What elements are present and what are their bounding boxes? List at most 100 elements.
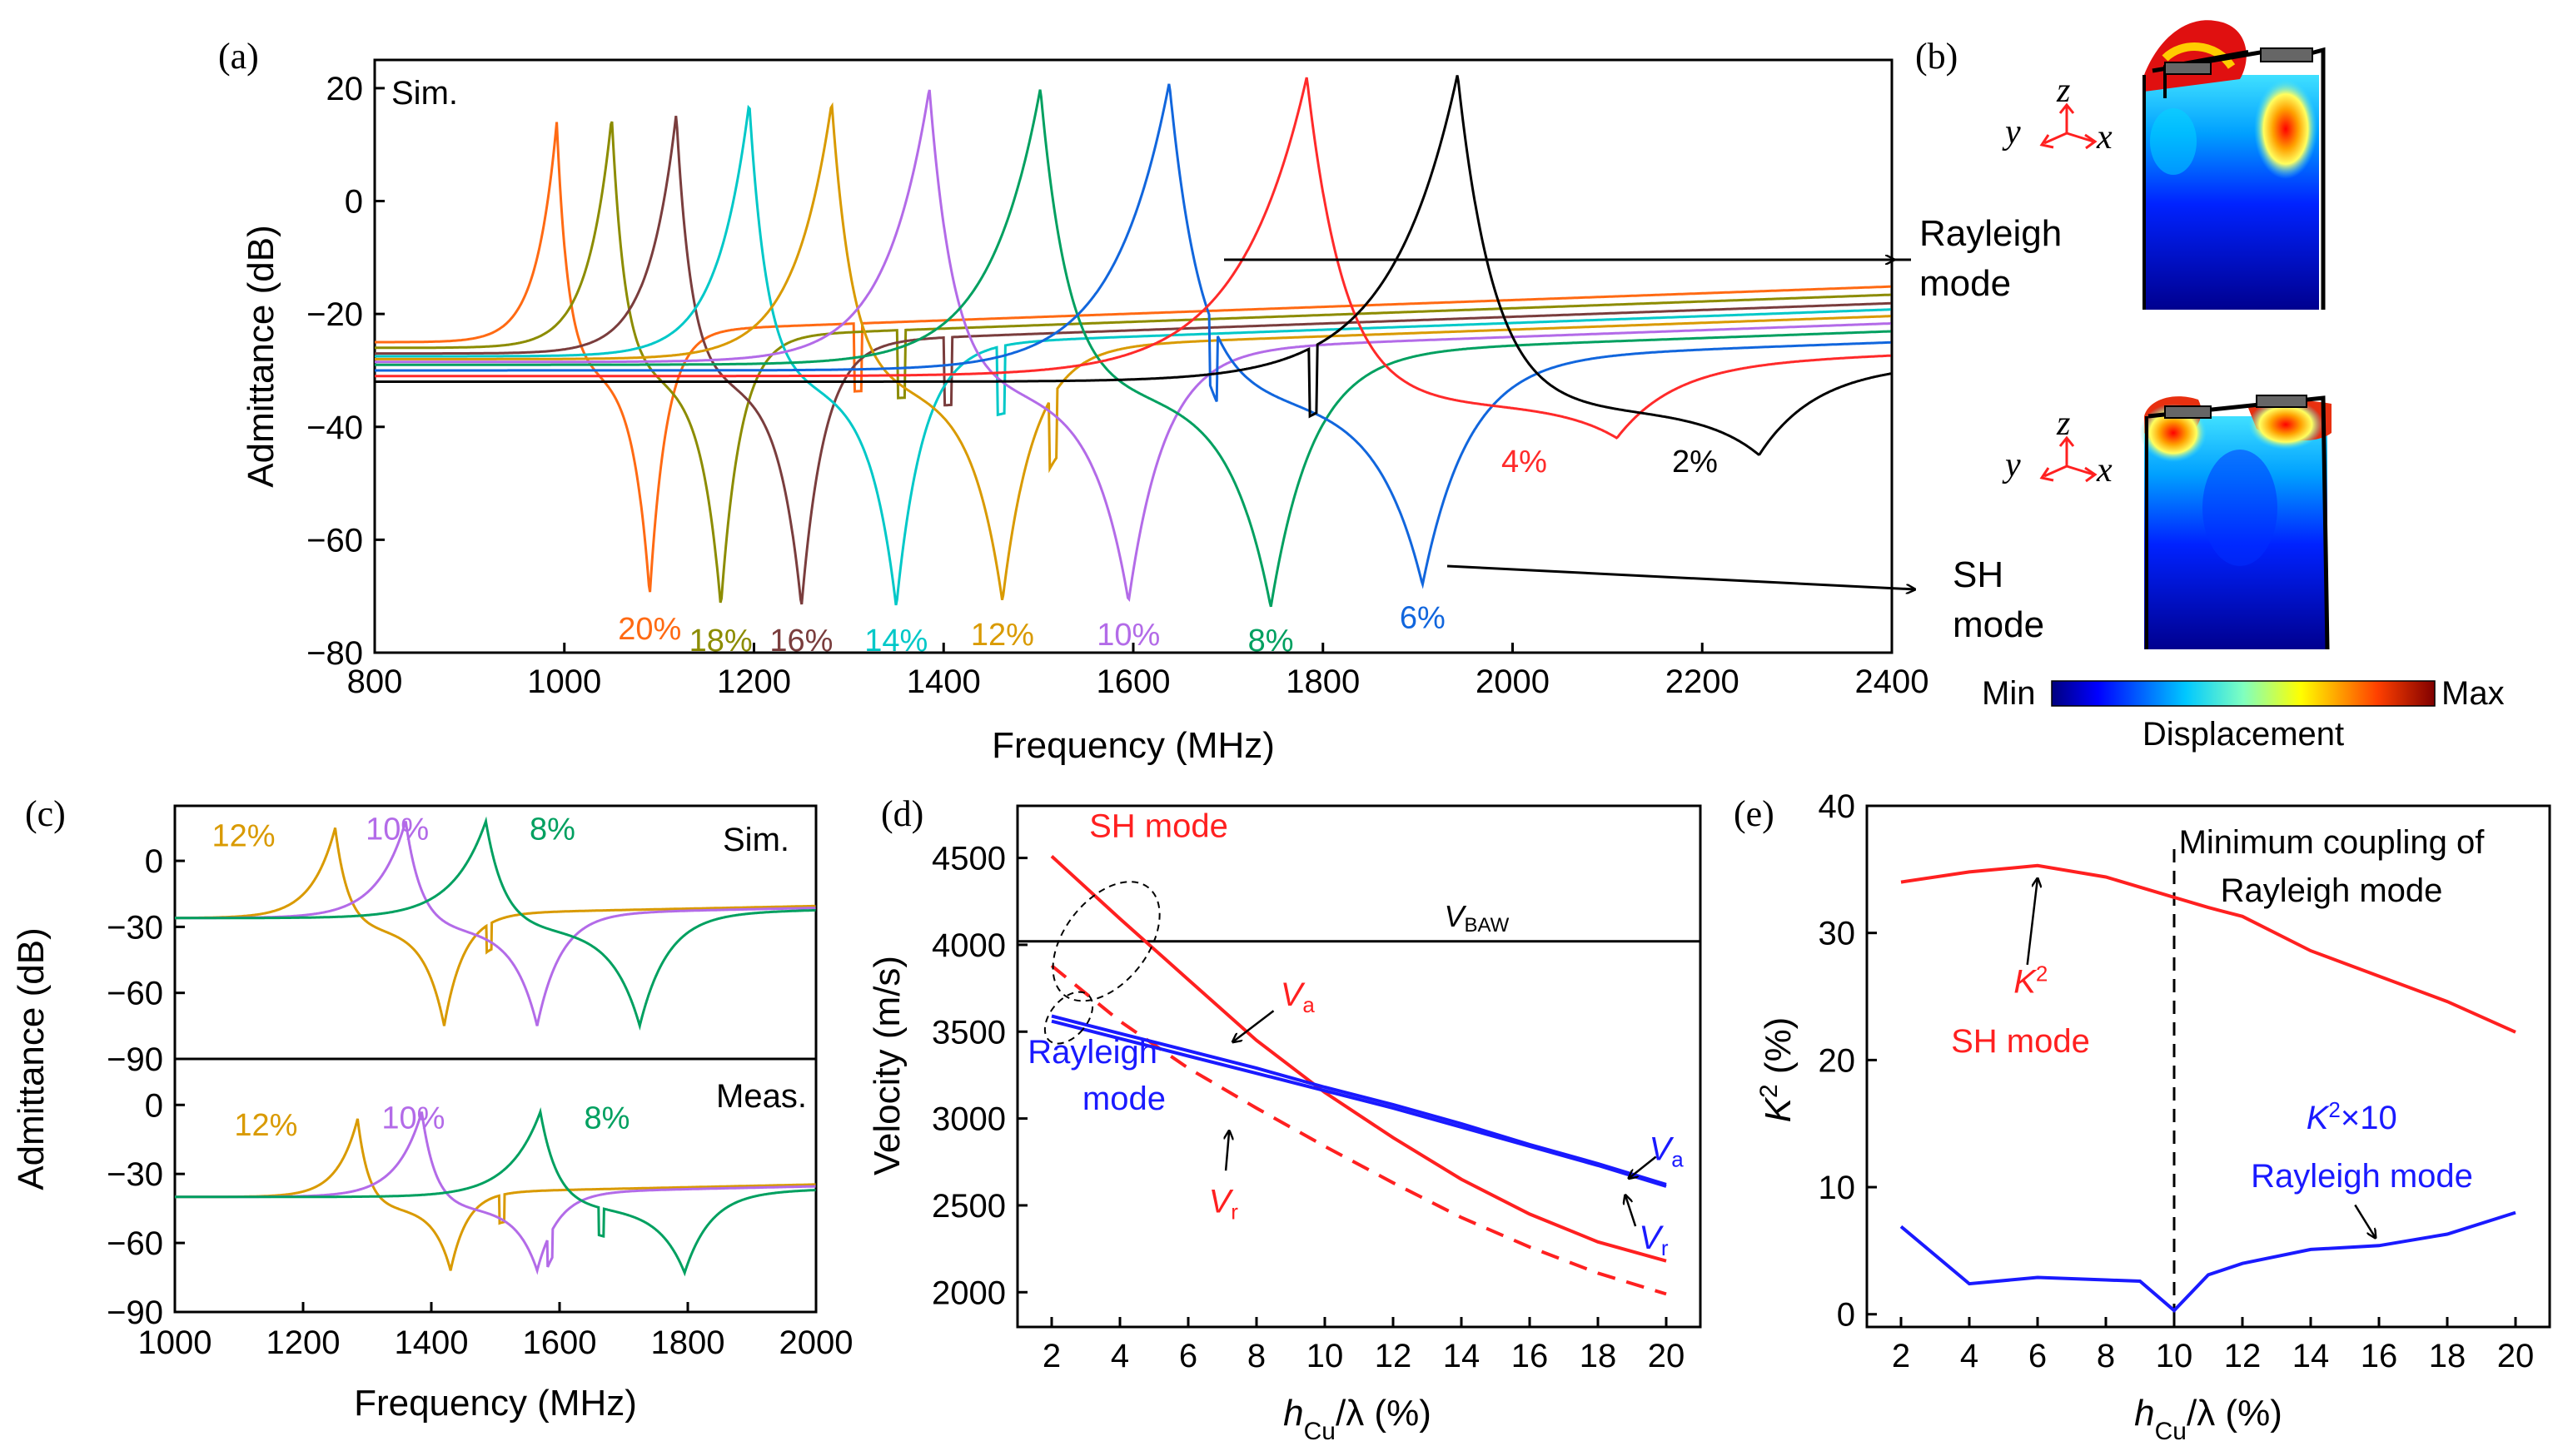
min-coupling-label-1: Minimum coupling of [2179, 824, 2486, 861]
colorbar [2051, 680, 2436, 707]
sh-va-label: Va [1281, 976, 1316, 1017]
panel-c-top-series-8pct [175, 816, 816, 1031]
panel-d-xtick-label: 10 [1306, 1338, 1344, 1374]
panel-d-xtick-label: 14 [1443, 1338, 1481, 1374]
series-20pct-label: 20% [618, 612, 681, 647]
panel-e-ytick-label: 30 [1819, 916, 1856, 952]
panel-a-xtick-label: 2200 [1665, 663, 1739, 700]
series-16pct-label: 16% [769, 624, 833, 658]
panel-c-meas-annotation: Meas. [716, 1078, 807, 1115]
panel-d-rayleigh-vr-curve [1051, 1019, 1667, 1188]
series-20pct-curve [375, 122, 1891, 593]
panel-label-c: (c) [25, 793, 66, 834]
series-18pct-curve [375, 121, 1891, 604]
series-4pct-curve [375, 77, 1891, 440]
panel-c-sim-annotation: Sim. [723, 822, 789, 858]
panel-e-xtick-label: 10 [2156, 1338, 2193, 1374]
sh-vr-arrow [1226, 1131, 1229, 1171]
panel-c-xlabel: Frequency (MHz) [354, 1383, 637, 1424]
panel-c-bottom-series-8pct [175, 1106, 816, 1277]
series-8pct-label: 8% [1248, 624, 1294, 658]
sh-vr-label: Vr [1209, 1183, 1239, 1224]
panel-c-ytick-label: 0 [145, 1087, 163, 1124]
panel-c-top-series-12pct [175, 827, 816, 1026]
panel-c-bottom-series-12pct [175, 1118, 816, 1271]
panel-a-ylabel: Admittance (dB) [241, 225, 281, 487]
panel-d-xtick-label: 6 [1179, 1338, 1197, 1374]
series-10pct-curve [375, 89, 1891, 603]
ray-vr-label: Vr [1639, 1220, 1669, 1260]
panel-a-chart: Sim. Frequency (MHz) Admittance (dB) 800… [241, 58, 1929, 766]
axis-x-bottom: x [2096, 451, 2113, 489]
panel-e-k2x10-rayleigh-mode-curve [1899, 1210, 2516, 1313]
panel-e-xtick-label: 20 [2497, 1338, 2535, 1374]
panel-e-ylabel: K2 (%) [1755, 1017, 1799, 1123]
panel-e-xtick-label: 2 [1892, 1338, 1910, 1374]
rayleigh-crossing-ellipse [1043, 991, 1094, 1045]
rayleigh-label-2: mode [1082, 1081, 1166, 1117]
panel-c-bottom-label-10pct: 10% [381, 1101, 445, 1136]
panel-a-xtick-label: 2400 [1855, 663, 1929, 700]
k2-rayleigh-mode-label: Rayleigh mode [2251, 1158, 2473, 1195]
series-10pct-label: 10% [1097, 618, 1160, 653]
axes-icon-bottom [2039, 435, 2098, 483]
panel-e-xtick-label: 16 [2361, 1338, 2398, 1374]
panel-d-xtick-label: 8 [1247, 1338, 1266, 1374]
panel-c-chart: Sim. Meas. Frequency (MHz) Admittance (d… [11, 804, 853, 1424]
series-8pct-curve [375, 89, 1891, 608]
sh-mode-label-1: SH [1953, 554, 2003, 595]
k2-sh-label: K2 [2013, 961, 2048, 1000]
panel-d-ytick-label: 3000 [932, 1101, 1006, 1138]
panel-c-ytick-label: −60 [107, 1225, 163, 1262]
panel-d-xtick-label: 20 [1648, 1338, 1685, 1374]
panel-e-chart: K2 (%) hCu/λ (%) 2 4 6 8 10 12 14 16 18 20 0 10 20 30… [1755, 788, 2551, 1445]
panel-c-ytick-label: −30 [107, 1156, 163, 1193]
series-12pct-label: 12% [971, 618, 1034, 653]
panel-d-ytick-label: 4000 [932, 927, 1006, 964]
panel-label-a: (a) [218, 36, 259, 77]
panel-a-xtick-label: 1000 [527, 663, 601, 700]
axis-x-top: x [2096, 118, 2113, 157]
panel-a-xtick-label: 800 [347, 663, 403, 700]
panel-e-frame [1865, 804, 2551, 1329]
sh-va-arrow [1232, 1010, 1275, 1042]
panel-c-top-label-10pct: 10% [366, 812, 429, 847]
panel-e-ytick-label: 40 [1819, 788, 1856, 825]
panel-e-xtick-label: 8 [2097, 1338, 2115, 1374]
panel-a-ytick-label: −80 [306, 635, 363, 672]
panel-c-top-label-12pct: 12% [212, 818, 275, 853]
panel-c-xtick-label: 1800 [651, 1324, 725, 1361]
panel-c-bottom-label-8pct: 8% [584, 1101, 630, 1136]
series-16pct-curve [375, 116, 1891, 605]
panel-e-ytick-label: 20 [1819, 1042, 1856, 1079]
panel-c-xtick-label: 1600 [523, 1324, 597, 1361]
panel-e-xtick-label: 12 [2224, 1338, 2262, 1374]
panel-e-xtick-label: 4 [1960, 1338, 1978, 1374]
series-14pct-label: 14% [864, 624, 928, 658]
panel-c-ylabel: Admittance (dB) [11, 927, 52, 1190]
panel-c-ytick-label: −90 [107, 1041, 163, 1078]
axis-z-top: z [2056, 72, 2070, 110]
axes-icon-top [2039, 102, 2098, 150]
sh-mode-shape [2140, 395, 2332, 650]
panel-a-xtick-label: 2000 [1476, 663, 1550, 700]
panel-b-mode-shapes: z y x z y x Rayleigh mode SH mode Min Ma… [1224, 20, 2505, 753]
rayleigh-mode-label-1: Rayleigh [1919, 213, 2062, 254]
panel-c-xtick-label: 1400 [395, 1324, 469, 1361]
panel-c-ytick-label: −30 [107, 909, 163, 946]
panel-d-xtick-label: 18 [1580, 1338, 1617, 1374]
min-coupling-label-2: Rayleigh mode [2221, 872, 2443, 909]
panel-d-xtick-label: 4 [1111, 1338, 1129, 1374]
panel-a-xtick-label: 1600 [1097, 663, 1171, 700]
panel-d-xtick-label: 12 [1375, 1338, 1412, 1374]
panel-d-ytick-label: 2500 [932, 1188, 1006, 1225]
colorbar-max: Max [2441, 675, 2505, 712]
k2-rayleigh-label: K2×10 [2307, 1097, 2397, 1136]
rayleigh-mode-shape [2142, 20, 2326, 310]
sh-mode-label: SH mode [1089, 808, 1228, 845]
panel-e-xtick-label: 14 [2292, 1338, 2330, 1374]
panel-d-ytick-label: 3500 [932, 1014, 1006, 1051]
panel-a-xtick-label: 1200 [717, 663, 791, 700]
series-12pct-curve [375, 102, 1891, 600]
panel-a-sim-annotation: Sim. [391, 75, 458, 112]
